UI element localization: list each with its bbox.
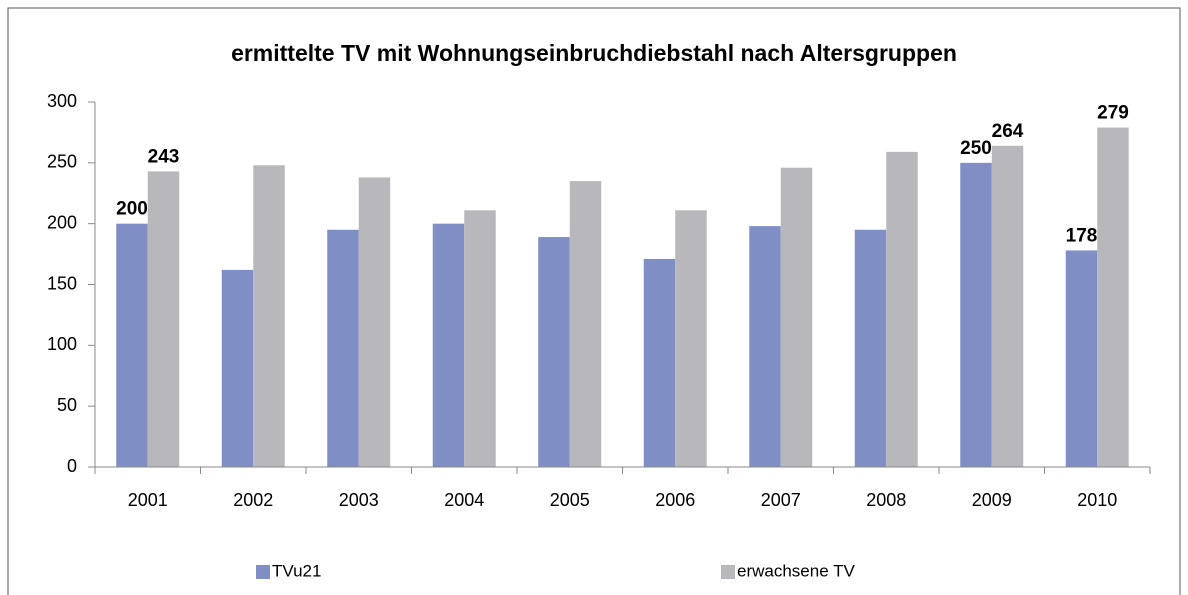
bar bbox=[464, 210, 496, 468]
x-tick-label: 2004 bbox=[444, 490, 484, 510]
bar bbox=[749, 226, 781, 467]
bar bbox=[1097, 127, 1129, 468]
x-tick-label: 2002 bbox=[233, 490, 273, 510]
x-tick-label: 2008 bbox=[866, 490, 906, 510]
legend-label: TVu21 bbox=[272, 561, 321, 580]
bar bbox=[780, 167, 813, 467]
y-tick-label: 200 bbox=[47, 212, 77, 232]
bar bbox=[221, 269, 254, 467]
y-tick-label: 250 bbox=[47, 152, 77, 172]
x-tick-label: 2001 bbox=[128, 490, 168, 510]
bar bbox=[432, 223, 465, 467]
y-tick-label: 0 bbox=[67, 456, 77, 476]
bar bbox=[854, 229, 887, 467]
bar bbox=[960, 162, 992, 468]
y-tick-label: 100 bbox=[47, 334, 77, 354]
bar bbox=[675, 210, 707, 468]
chart-frame bbox=[7, 7, 1181, 595]
y-tick-label: 50 bbox=[57, 395, 77, 415]
bar bbox=[991, 145, 1024, 468]
bar bbox=[253, 165, 285, 467]
x-tick-label: 2010 bbox=[1077, 490, 1117, 510]
x-tick-label: 2009 bbox=[972, 490, 1012, 510]
legend-label: erwachsene TV bbox=[737, 561, 855, 580]
bar bbox=[886, 151, 918, 467]
bar bbox=[327, 229, 359, 467]
data-label: 279 bbox=[1097, 103, 1129, 124]
bar bbox=[147, 171, 180, 467]
data-label: 250 bbox=[960, 138, 992, 159]
bar bbox=[538, 237, 570, 467]
x-tick-label: 2005 bbox=[550, 490, 590, 510]
bar bbox=[569, 181, 602, 468]
data-label: 264 bbox=[992, 121, 1024, 142]
data-label: 200 bbox=[116, 199, 148, 220]
bar bbox=[643, 258, 676, 467]
y-tick-label: 150 bbox=[47, 273, 77, 293]
chart-title: ermittelte TV mit Wohnungseinbruchdiebst… bbox=[231, 40, 957, 66]
bar bbox=[116, 223, 148, 467]
bar bbox=[1065, 250, 1098, 467]
legend-swatch bbox=[721, 565, 735, 579]
data-label: 243 bbox=[148, 146, 180, 167]
x-tick-label: 2007 bbox=[761, 490, 801, 510]
y-tick-label: 300 bbox=[47, 91, 77, 111]
legend-swatch bbox=[256, 565, 270, 579]
x-tick-label: 2006 bbox=[655, 490, 695, 510]
bar bbox=[358, 177, 391, 467]
x-tick-label: 2003 bbox=[339, 490, 379, 510]
data-label: 178 bbox=[1066, 225, 1098, 246]
